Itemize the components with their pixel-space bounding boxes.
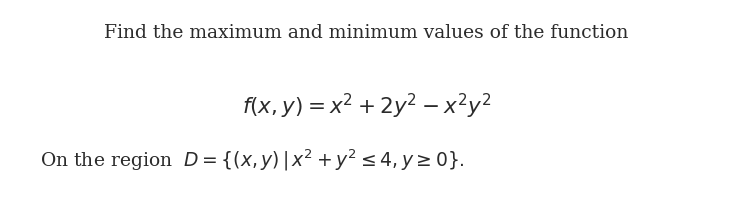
- Text: On the region  $D = \{(x,y)\,|\,x^2 + y^2 \leq 4, y \geq 0\}.$: On the region $D = \{(x,y)\,|\,x^2 + y^2…: [40, 148, 465, 173]
- Text: $f(x,y) = x^2 + 2y^2 - x^2y^2$: $f(x,y) = x^2 + 2y^2 - x^2y^2$: [242, 92, 491, 121]
- Text: Find the maximum and minimum values of the function: Find the maximum and minimum values of t…: [104, 24, 629, 42]
